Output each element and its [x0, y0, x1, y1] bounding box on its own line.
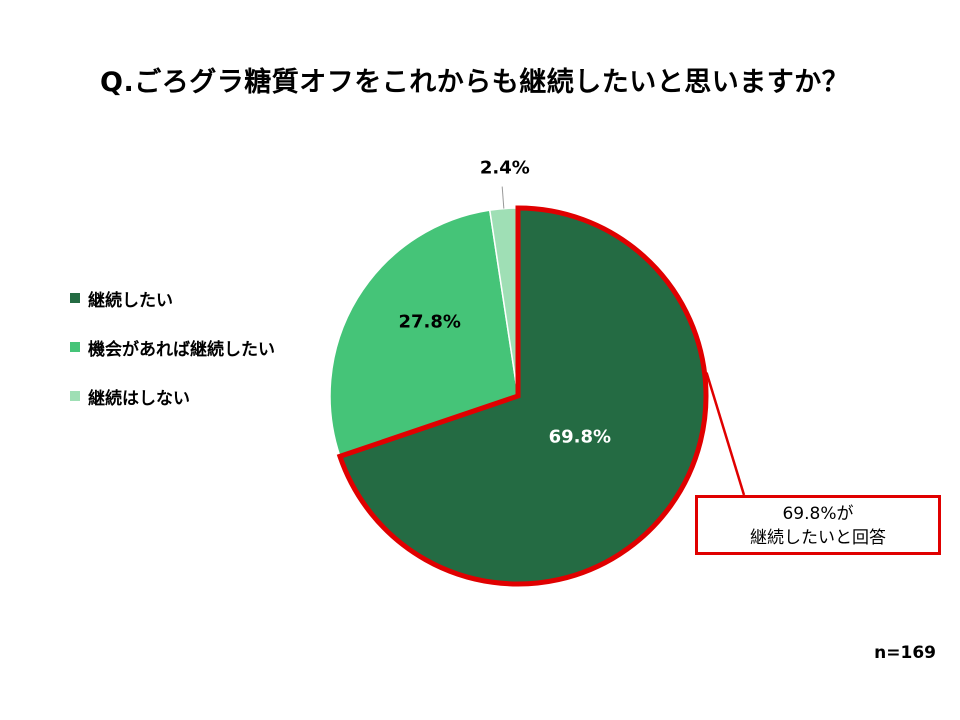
legend-swatch-not-continue: [70, 391, 80, 401]
legend-swatch-continue: [70, 293, 80, 303]
legend-item-maybe-continue: 機会があれば継続したい: [70, 335, 275, 360]
callout-line-2: 継続したいと回答: [750, 528, 886, 548]
chart-title: Q.ごろグラ糖質オフをこれからも継続したいと思いますか？: [100, 67, 850, 98]
legend-item-not-continue: 継続はしない: [70, 384, 275, 409]
legend-label-continue: 継続したい: [88, 290, 173, 311]
data-label-not-continue: 2.4%: [480, 158, 530, 179]
pie-slice-maybe-continue: [329, 209, 519, 458]
callout-connector: [705, 372, 746, 496]
callout-line-1: 69.8%が: [782, 504, 854, 524]
sample-size: n=169: [874, 643, 936, 663]
leader-line-not-continue: [501, 186, 505, 209]
data-label-maybe-continue: 27.8%: [398, 311, 460, 332]
callout-box: 69.8%が 継続したいと回答: [695, 495, 941, 555]
legend: 継続したい 機会があれば継続したい 継続はしない: [70, 286, 275, 433]
legend-label-maybe-continue: 機会があれば継続したい: [88, 339, 275, 360]
data-label-continue: 69.8%: [549, 426, 611, 447]
legend-swatch-maybe-continue: [70, 342, 80, 352]
legend-item-continue: 継続したい: [70, 286, 275, 311]
highlight-outline: [336, 205, 709, 587]
legend-label-not-continue: 継続はしない: [88, 388, 190, 409]
